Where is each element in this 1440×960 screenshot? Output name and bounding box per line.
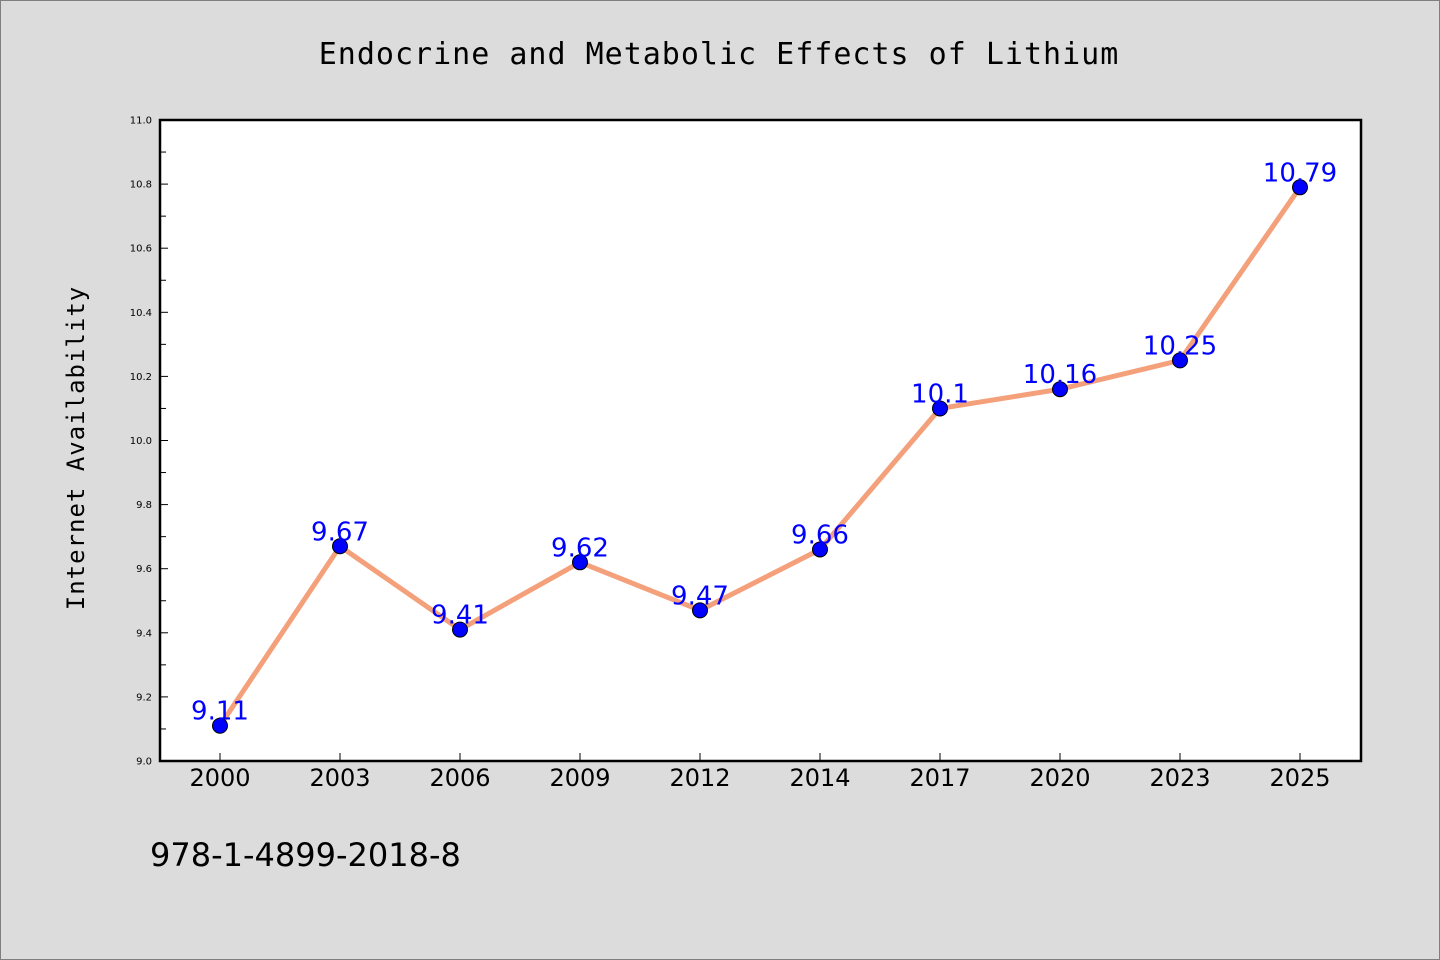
data-series: 9.11 9.67 9.41 9.62 9.47 9.66 10.1 10.16 10.25 10…: [191, 158, 1337, 734]
data-label: 9.47: [671, 581, 729, 611]
data-point-marker: [452, 621, 468, 638]
data-point-marker: [572, 554, 588, 571]
data-label: 10.16: [1023, 360, 1097, 390]
x-tick-label: 2025: [1269, 764, 1330, 792]
data-label: 9.67: [311, 517, 369, 547]
y-tick-label: 11.0: [130, 116, 152, 127]
x-axis: 2000 2003 2006 2009 2012 2014 2017 2020 2023 2025: [189, 753, 1331, 792]
y-tick-label: 9.4: [136, 628, 152, 639]
isbn-annotation: 978-1-4899-2018-8: [150, 836, 461, 874]
y-tick-label: 10.0: [130, 436, 152, 447]
y-tick-label: 9.6: [136, 564, 152, 575]
x-tick-label: 2023: [1149, 764, 1210, 792]
x-tick-label: 2006: [429, 764, 490, 792]
data-label: 10.1: [911, 379, 969, 409]
data-label: 10.79: [1263, 158, 1337, 188]
y-tick-label: 10.6: [130, 244, 152, 255]
y-axis: 9.0 9.2 9.4 9.6 9.8 10.0 10.2 10.4 10.6 10.8 11.0: [130, 116, 168, 768]
data-label: 9.11: [191, 697, 249, 727]
x-tick-label: 2009: [549, 764, 610, 792]
x-tick-label: 2014: [789, 764, 850, 792]
data-label: 9.66: [791, 520, 849, 550]
data-point-marker: [1172, 352, 1188, 369]
data-point-marker: [812, 541, 828, 558]
data-point-marker: [1052, 381, 1068, 398]
data-label: 9.62: [551, 533, 609, 563]
x-tick-label: 2017: [909, 764, 970, 792]
y-tick-label: 9.2: [136, 692, 152, 703]
chart-title: Endocrine and Metabolic Effects of Lithi…: [319, 37, 1120, 72]
data-point-marker: [332, 538, 348, 555]
y-tick-label: 9.0: [136, 757, 152, 768]
y-axis-label: Internet Availability: [62, 286, 90, 610]
plot-area: [158, 118, 1363, 763]
data-label: 9.41: [431, 601, 489, 631]
x-tick-label: 2020: [1029, 764, 1090, 792]
series-line: [217, 184, 1303, 729]
x-tick-label: 2012: [669, 764, 730, 792]
y-tick-label: 10.2: [130, 372, 152, 383]
y-tick-label: 10.4: [130, 308, 152, 319]
y-tick-label: 9.8: [136, 500, 152, 511]
data-label: 10.25: [1143, 331, 1217, 361]
x-tick-label: 2000: [189, 764, 250, 792]
data-point-marker: [212, 717, 228, 734]
data-point-marker: [1292, 179, 1308, 196]
y-tick-label: 10.8: [130, 180, 152, 191]
x-tick-label: 2003: [309, 764, 370, 792]
data-point-marker: [932, 400, 948, 417]
data-point-marker: [692, 602, 708, 619]
